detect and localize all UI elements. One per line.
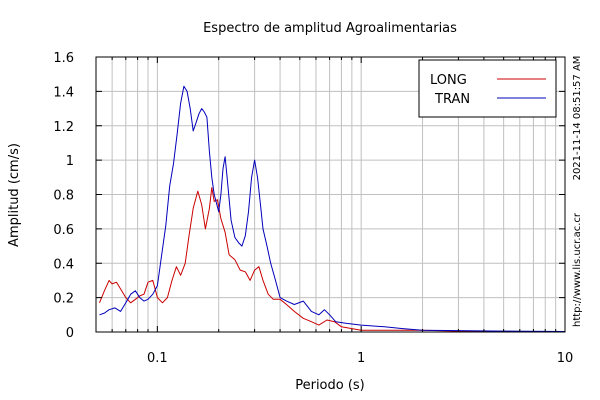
y-tick-label: 0 [66,326,74,341]
y-axis-title: Amplitud (cm/s) [7,143,22,247]
y-tick-label: 0.6 [53,223,74,238]
x-tick-label: 1 [357,351,365,366]
series-line-long [99,187,566,333]
x-tick-labels: 0.1 1 10 [147,351,573,366]
y-tick-labels: 0 0.2 0.4 0.6 0.8 1 1.2 1.4 1.6 [53,51,74,341]
tick-marks [95,56,565,333]
x-axis-title: Periodo (s) [295,378,365,393]
y-tick-label: 0.4 [53,257,74,272]
series-line-tran [99,85,566,332]
x-tick-label: 10 [557,351,574,366]
timestamp-note: 2021-11-14 08:51:57 AM [572,56,583,181]
series-layer [99,85,566,333]
url-note: http://www.lis.ucr.ac.cr [572,212,583,327]
y-tick-label: 1.6 [53,51,74,66]
y-tick-label: 0.8 [53,189,74,204]
legend-label-long: LONG [430,73,467,88]
legend-box [418,59,557,118]
x-tick-label: 0.1 [147,351,168,366]
legend-label-tran: TRAN [434,92,470,107]
y-tick-label: 1 [66,154,74,169]
y-tick-label: 1.2 [53,120,74,135]
y-tick-label: 1.4 [53,85,74,100]
legend: LONG TRAN [418,59,557,118]
chart-title: Espectro de amplitud Agroalimentarias [203,21,457,36]
y-tick-label: 0.2 [53,292,74,307]
